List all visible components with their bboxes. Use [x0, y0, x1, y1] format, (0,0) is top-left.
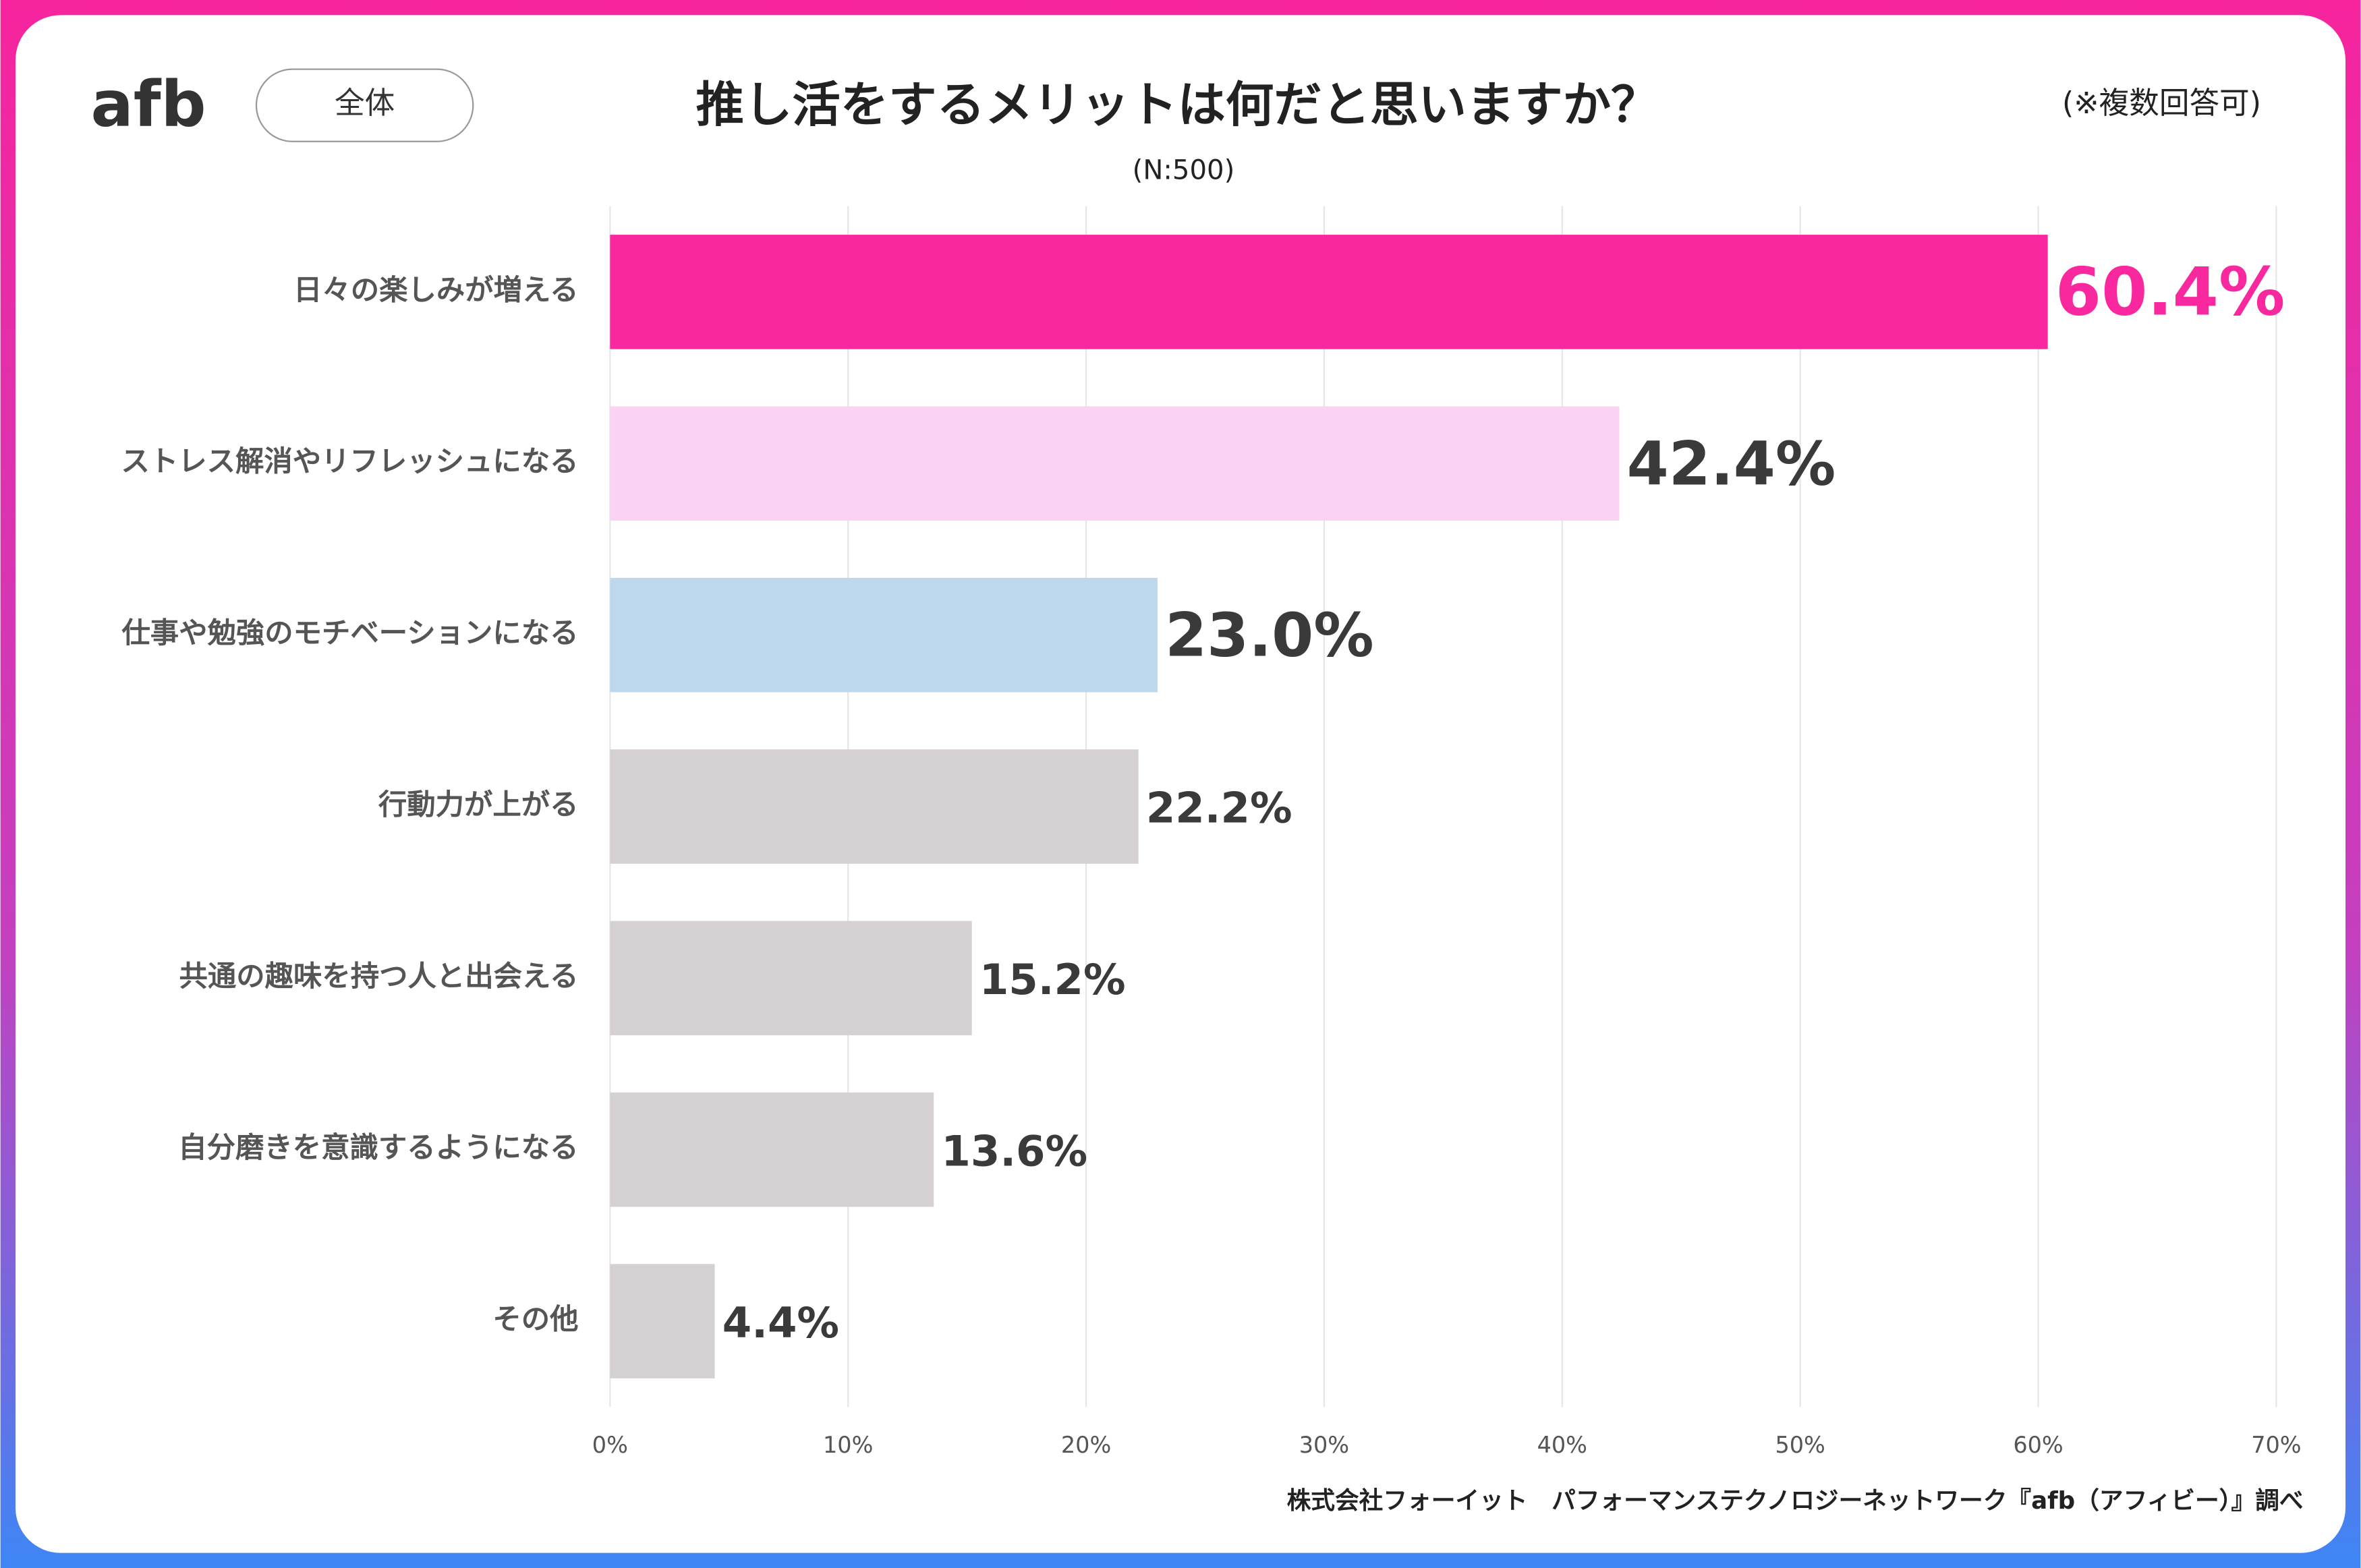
value-label: 4.4% — [722, 1298, 839, 1347]
x-tick-label: 70% — [2251, 1432, 2301, 1458]
x-tick-label: 40% — [1537, 1432, 1587, 1458]
x-tick-label: 60% — [2013, 1432, 2063, 1458]
value-label: 60.4% — [2055, 254, 2285, 330]
logo: afb — [91, 68, 206, 142]
bar — [610, 1264, 715, 1378]
badge-box — [255, 68, 474, 142]
value-label: 23.0% — [1165, 601, 1374, 671]
x-tick-label: 20% — [1061, 1432, 1111, 1458]
value-label: 22.2% — [1146, 784, 1292, 833]
bar — [610, 1092, 934, 1207]
x-tick-label: 50% — [1775, 1432, 1825, 1458]
bar — [610, 921, 972, 1036]
chart-title: 推し活をするメリットは何だと思いますか？ — [696, 77, 1659, 133]
x-tick-label: 10% — [823, 1432, 873, 1458]
y-tick-label: その他 — [492, 1303, 578, 1336]
value-label: 15.2% — [979, 955, 1126, 1004]
x-tick-label: 0% — [592, 1432, 628, 1458]
bar — [610, 406, 1620, 521]
panel — [15, 15, 2346, 1553]
subtitle: (N:500) — [1133, 154, 1235, 185]
bar — [610, 749, 1139, 864]
y-tick-label: 日々の楽しみが増える — [293, 273, 578, 306]
y-tick-label: 共通の趣味を持つ人と出会える — [179, 960, 579, 993]
value-label: 42.4% — [1627, 429, 1836, 499]
y-tick-label: 行動力が上がる — [378, 788, 579, 821]
bar — [610, 577, 1158, 693]
y-tick-label: ストレス解消やリフレッシュになる — [121, 445, 578, 478]
y-tick-label: 仕事や勉強のモチベーションになる — [121, 616, 578, 649]
y-tick-label: 自分磨きを意識するようになる — [178, 1131, 578, 1164]
source: 株式会社フォーイット パフォーマンステクノロジーネットワーク『afb（アフィビー… — [1287, 1487, 2304, 1515]
x-tick-label: 30% — [1299, 1432, 1349, 1458]
note: (※複数回答可) — [2062, 86, 2261, 121]
badge: 全体 — [335, 86, 395, 121]
value-label: 13.6% — [941, 1126, 1087, 1175]
bar — [610, 235, 2048, 349]
